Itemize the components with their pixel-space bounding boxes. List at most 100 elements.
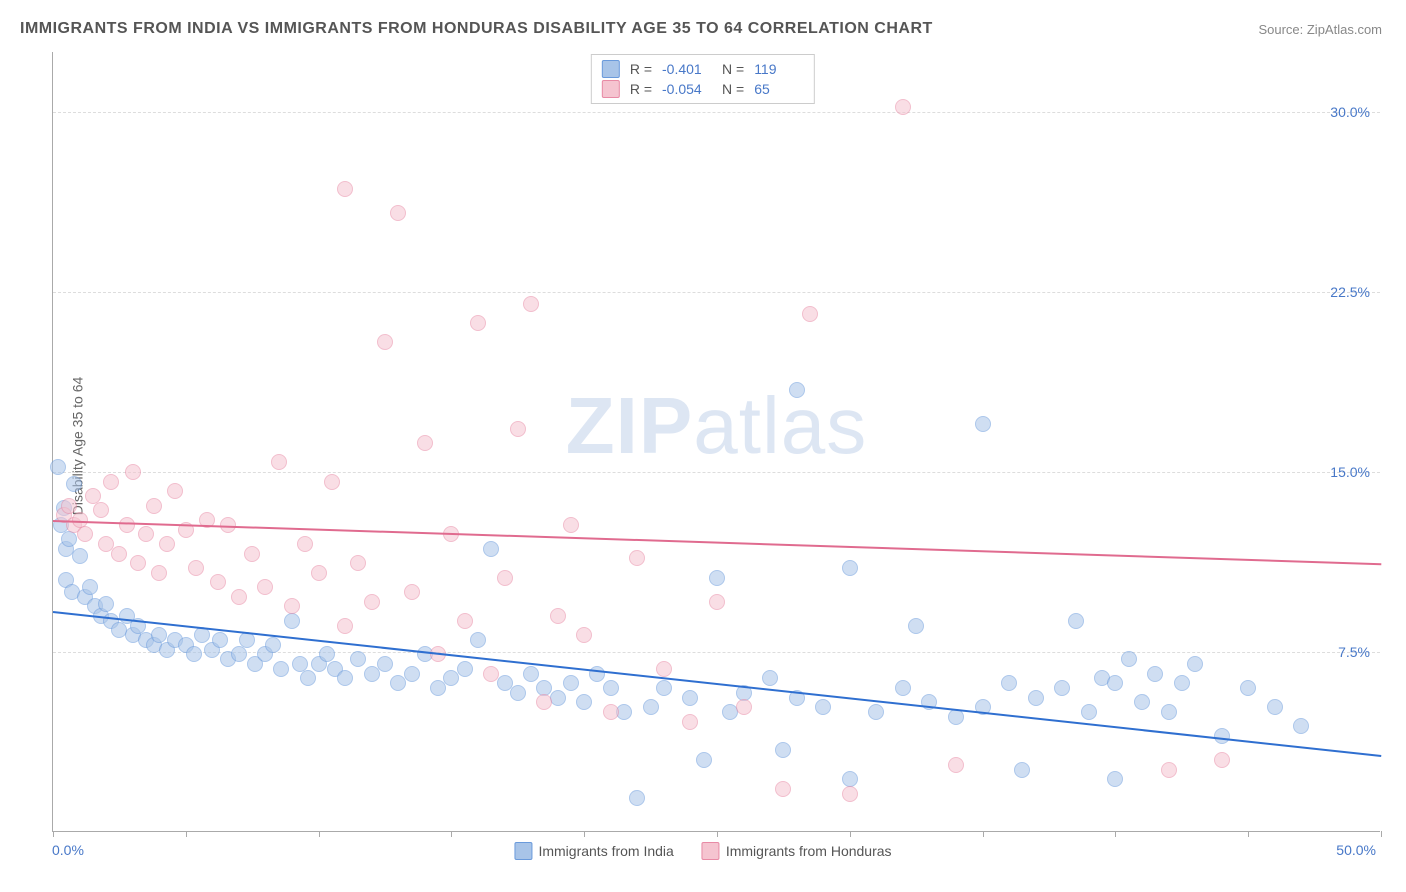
y-tick-label: 22.5% xyxy=(1330,284,1370,300)
scatter-point-india xyxy=(186,646,202,662)
scatter-point-india xyxy=(789,382,805,398)
legend: Immigrants from India Immigrants from Ho… xyxy=(514,842,891,860)
scatter-point-india xyxy=(589,666,605,682)
scatter-point-honduras xyxy=(802,306,818,322)
source-label: Source: ZipAtlas.com xyxy=(1258,22,1382,37)
scatter-point-honduras xyxy=(563,517,579,533)
scatter-point-india xyxy=(842,560,858,576)
scatter-point-honduras xyxy=(736,699,752,715)
stat-n-india: 119 xyxy=(754,61,804,77)
scatter-point-honduras xyxy=(709,594,725,610)
scatter-point-honduras xyxy=(337,181,353,197)
scatter-point-india xyxy=(457,661,473,677)
scatter-point-honduras xyxy=(103,474,119,490)
x-tick xyxy=(717,831,718,837)
legend-item-india: Immigrants from India xyxy=(514,842,673,860)
stat-r-label: R = xyxy=(630,81,652,97)
scatter-point-honduras xyxy=(775,781,791,797)
scatter-point-honduras xyxy=(417,435,433,451)
scatter-point-india xyxy=(273,661,289,677)
scatter-point-india xyxy=(629,790,645,806)
scatter-point-honduras xyxy=(188,560,204,576)
scatter-point-india xyxy=(265,637,281,653)
scatter-point-honduras xyxy=(210,574,226,590)
scatter-point-india xyxy=(895,680,911,696)
gridline xyxy=(53,112,1380,113)
scatter-point-honduras xyxy=(364,594,380,610)
scatter-point-honduras xyxy=(523,296,539,312)
scatter-point-india xyxy=(656,680,672,696)
scatter-point-india xyxy=(696,752,712,768)
scatter-point-honduras xyxy=(1214,752,1230,768)
scatter-point-india xyxy=(483,541,499,557)
y-tick-label: 30.0% xyxy=(1330,104,1370,120)
scatter-point-honduras xyxy=(629,550,645,566)
legend-label-india: Immigrants from India xyxy=(538,843,673,859)
scatter-point-india xyxy=(1107,675,1123,691)
scatter-point-india xyxy=(1107,771,1123,787)
scatter-point-india xyxy=(284,613,300,629)
scatter-point-honduras xyxy=(576,627,592,643)
x-tick xyxy=(53,831,54,837)
scatter-point-india xyxy=(510,685,526,701)
scatter-point-india xyxy=(231,646,247,662)
scatter-point-honduras xyxy=(497,570,513,586)
scatter-point-honduras xyxy=(1161,762,1177,778)
stat-n-honduras: 65 xyxy=(754,81,804,97)
scatter-point-honduras xyxy=(284,598,300,614)
scatter-point-honduras xyxy=(159,536,175,552)
scatter-point-honduras xyxy=(350,555,366,571)
swatch-india xyxy=(602,60,620,78)
stat-r-label: R = xyxy=(630,61,652,77)
scatter-point-india xyxy=(643,699,659,715)
scatter-point-honduras xyxy=(483,666,499,682)
scatter-point-india xyxy=(470,632,486,648)
scatter-point-india xyxy=(66,476,82,492)
legend-label-honduras: Immigrants from Honduras xyxy=(726,843,892,859)
scatter-point-india xyxy=(1014,762,1030,778)
scatter-point-india xyxy=(709,570,725,586)
scatter-point-india xyxy=(975,416,991,432)
x-min-label: 0.0% xyxy=(52,842,84,858)
scatter-point-india xyxy=(50,459,66,475)
scatter-point-honduras xyxy=(536,694,552,710)
scatter-point-india xyxy=(1028,690,1044,706)
scatter-point-india xyxy=(1054,680,1070,696)
scatter-point-india xyxy=(603,680,619,696)
scatter-point-honduras xyxy=(244,546,260,562)
stat-n-label: N = xyxy=(722,61,744,77)
x-tick xyxy=(319,831,320,837)
scatter-point-honduras xyxy=(603,704,619,720)
scatter-point-india xyxy=(1068,613,1084,629)
scatter-point-honduras xyxy=(656,661,672,677)
scatter-point-honduras xyxy=(404,584,420,600)
scatter-point-india xyxy=(1121,651,1137,667)
scatter-point-india xyxy=(300,670,316,686)
x-tick xyxy=(451,831,452,837)
scatter-point-india xyxy=(404,666,420,682)
y-tick-label: 15.0% xyxy=(1330,464,1370,480)
x-tick xyxy=(186,831,187,837)
scatter-point-india xyxy=(61,531,77,547)
scatter-point-honduras xyxy=(550,608,566,624)
gridline xyxy=(53,292,1380,293)
scatter-point-honduras xyxy=(390,205,406,221)
scatter-point-honduras xyxy=(377,334,393,350)
legend-swatch-honduras xyxy=(702,842,720,860)
scatter-point-honduras xyxy=(93,502,109,518)
scatter-point-india xyxy=(337,670,353,686)
scatter-point-honduras xyxy=(895,99,911,115)
scatter-point-honduras xyxy=(510,421,526,437)
scatter-point-india xyxy=(1240,680,1256,696)
scatter-point-honduras xyxy=(138,526,154,542)
scatter-point-india xyxy=(1187,656,1203,672)
gridline xyxy=(53,652,1380,653)
scatter-point-honduras xyxy=(948,757,964,773)
scatter-point-india xyxy=(377,656,393,672)
scatter-point-india xyxy=(523,666,539,682)
scatter-point-honduras xyxy=(337,618,353,634)
stat-r-india: -0.401 xyxy=(662,61,712,77)
x-tick xyxy=(983,831,984,837)
y-tick-label: 7.5% xyxy=(1338,644,1370,660)
scatter-point-india xyxy=(1134,694,1150,710)
